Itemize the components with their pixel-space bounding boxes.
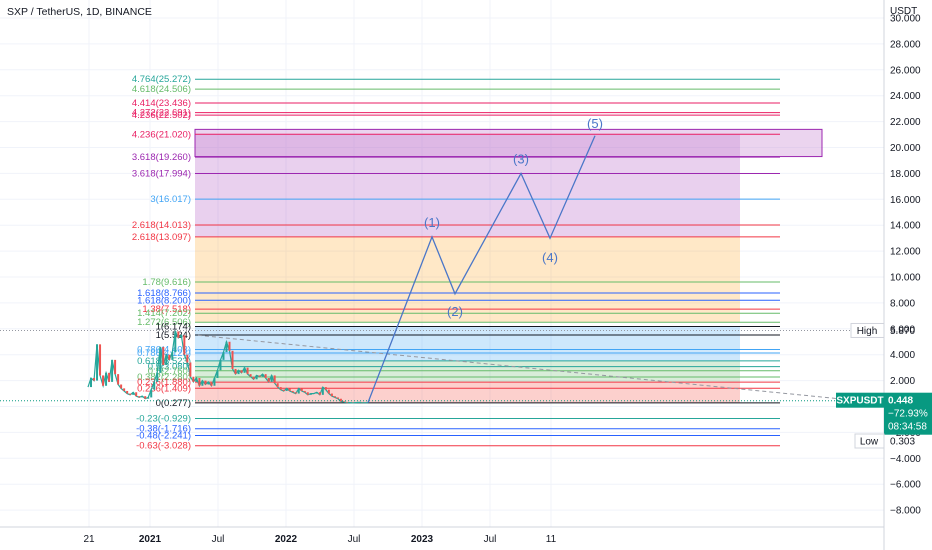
y-tick-label: 10.000	[890, 273, 921, 284]
fib-label: 1.414(7.202)	[137, 308, 191, 319]
price-change: −72.93%	[888, 409, 928, 420]
y-tick-label: 8.000	[890, 298, 915, 309]
x-tick-label: 2023	[411, 534, 434, 545]
price-badges: High 5.870 SXPUSDT 0.448 −72.93% 08:34:58 Low 0…	[836, 322, 932, 449]
target-zone-box	[194, 128, 823, 158]
y-tick-label: 6.000	[890, 324, 915, 335]
x-tick-label: Jul	[484, 534, 497, 545]
fib-label: 0.236(1.880)	[137, 377, 191, 388]
grid-lines	[0, 0, 884, 527]
fib-zone	[195, 326, 740, 361]
fib-label: 1(5.524)	[156, 330, 191, 341]
symbol-label: SXPUSDT	[836, 396, 883, 407]
fib-label: 4.414(23.436)	[132, 98, 191, 109]
last-price-badge	[884, 392, 932, 435]
high-label-box	[850, 322, 885, 338]
high-value: 5.870	[890, 326, 915, 337]
fib-label: 0(0.277)	[156, 398, 191, 409]
trend-line	[197, 334, 879, 404]
y-tick-label: 12.000	[890, 247, 921, 258]
wave-projection[interactable]: (1) (2) (3) (4) (5)	[367, 116, 603, 403]
fib-label: 4.236(21.020)	[132, 129, 191, 140]
wave-label: (3)	[513, 151, 529, 166]
fib-label: 3(16.017)	[150, 194, 191, 205]
fib-zone	[195, 134, 740, 237]
fib-zone	[195, 236, 740, 323]
x-tick-label: 21	[83, 534, 95, 545]
wave-path	[367, 135, 596, 403]
fib-label: 4.272(22.691)	[132, 108, 191, 119]
low-label: Low	[860, 437, 879, 448]
y-tick-label: 16.000	[890, 195, 921, 206]
price-axis[interactable]: −8.000−6.000−4.000−2.0000.0002.0004.0006…	[890, 14, 921, 517]
fib-label: 4.618(24.506)	[132, 84, 191, 95]
y-tick-label: 20.000	[890, 143, 921, 154]
high-label: High	[857, 326, 878, 337]
bar-countdown: 08:34:58	[888, 422, 927, 433]
fib-label: 2.618(14.013)	[132, 220, 191, 231]
wave-label: (2)	[447, 304, 463, 319]
y-tick-label: −8.000	[890, 506, 921, 517]
y-tick-label: 4.000	[890, 350, 915, 361]
y-tick-label: 2.000	[890, 376, 915, 387]
x-tick-label: 11	[546, 534, 557, 545]
fib-label: 0.236(1.409)	[137, 383, 191, 394]
y-tick-label: −4.000	[890, 454, 921, 465]
y-tick-label: 22.000	[890, 117, 921, 128]
currency-label: USDT	[890, 6, 917, 17]
y-tick-label: 30.000	[890, 14, 921, 25]
fib-label: 1(6.174)	[156, 322, 191, 333]
fib-label: -0.38(-1.716)	[136, 424, 191, 435]
y-tick-label: 26.000	[890, 65, 921, 76]
low-label-box	[854, 433, 885, 449]
fib-levels: 4.764(25.272)4.618(24.506)4.414(23.436)4…	[132, 74, 780, 452]
fib-label: 1.272(6.506)	[137, 317, 191, 328]
fib-label: 4.764(25.272)	[132, 74, 191, 85]
x-tick-label: 2021	[139, 534, 162, 545]
low-value: 0.303	[890, 437, 915, 448]
fib-label: 1.618(8.766)	[137, 288, 191, 299]
wave-label: (5)	[587, 116, 603, 131]
price-series	[0, 329, 884, 404]
fib-zones	[194, 128, 823, 403]
fib-label: 3.618(17.994)	[132, 168, 191, 179]
last-price: 0.448	[888, 396, 913, 407]
wave-label: (4)	[542, 250, 558, 265]
time-axis[interactable]: 21 2021 Jul 2022 Jul 2023 Jul 11	[83, 534, 556, 545]
symbol-badge	[836, 392, 884, 408]
price-line	[87, 329, 369, 404]
fib-label: -0.48(-2.241)	[136, 431, 191, 442]
fib-label: 4.236(22.502)	[132, 110, 191, 121]
fib-label: 1.618(8.200)	[137, 295, 191, 306]
x-tick-label: Jul	[212, 534, 225, 545]
fib-label: 0.5(3.080)	[148, 362, 191, 373]
y-tick-label: 18.000	[890, 169, 921, 180]
y-tick-label: 24.000	[890, 91, 921, 102]
fib-label: -0.63(-3.028)	[136, 441, 191, 452]
fib-label: 1.38(7.518)	[142, 304, 191, 315]
x-tick-label: Jul	[348, 534, 361, 545]
fib-label: 3.618(19.260)	[132, 152, 191, 163]
fib-label: 1.78(9.616)	[142, 277, 191, 288]
x-tick-label: 2022	[275, 534, 298, 545]
fib-label: 0.5(2.760)	[148, 366, 191, 377]
wave-label: (1)	[424, 215, 440, 230]
y-tick-label: 14.000	[890, 221, 921, 232]
fib-zone	[195, 382, 740, 403]
fib-zone	[195, 360, 740, 383]
fib-label: 0.382(2.280)	[137, 372, 191, 383]
y-tick-label: −6.000	[890, 480, 921, 491]
y-tick-label: 28.000	[890, 39, 921, 50]
chart-title: SXP / TetherUS, 1D, BINANCE	[7, 6, 152, 18]
fib-label: -0.23(-0.929)	[136, 414, 191, 425]
fib-label: 2.618(13.097)	[132, 232, 191, 243]
